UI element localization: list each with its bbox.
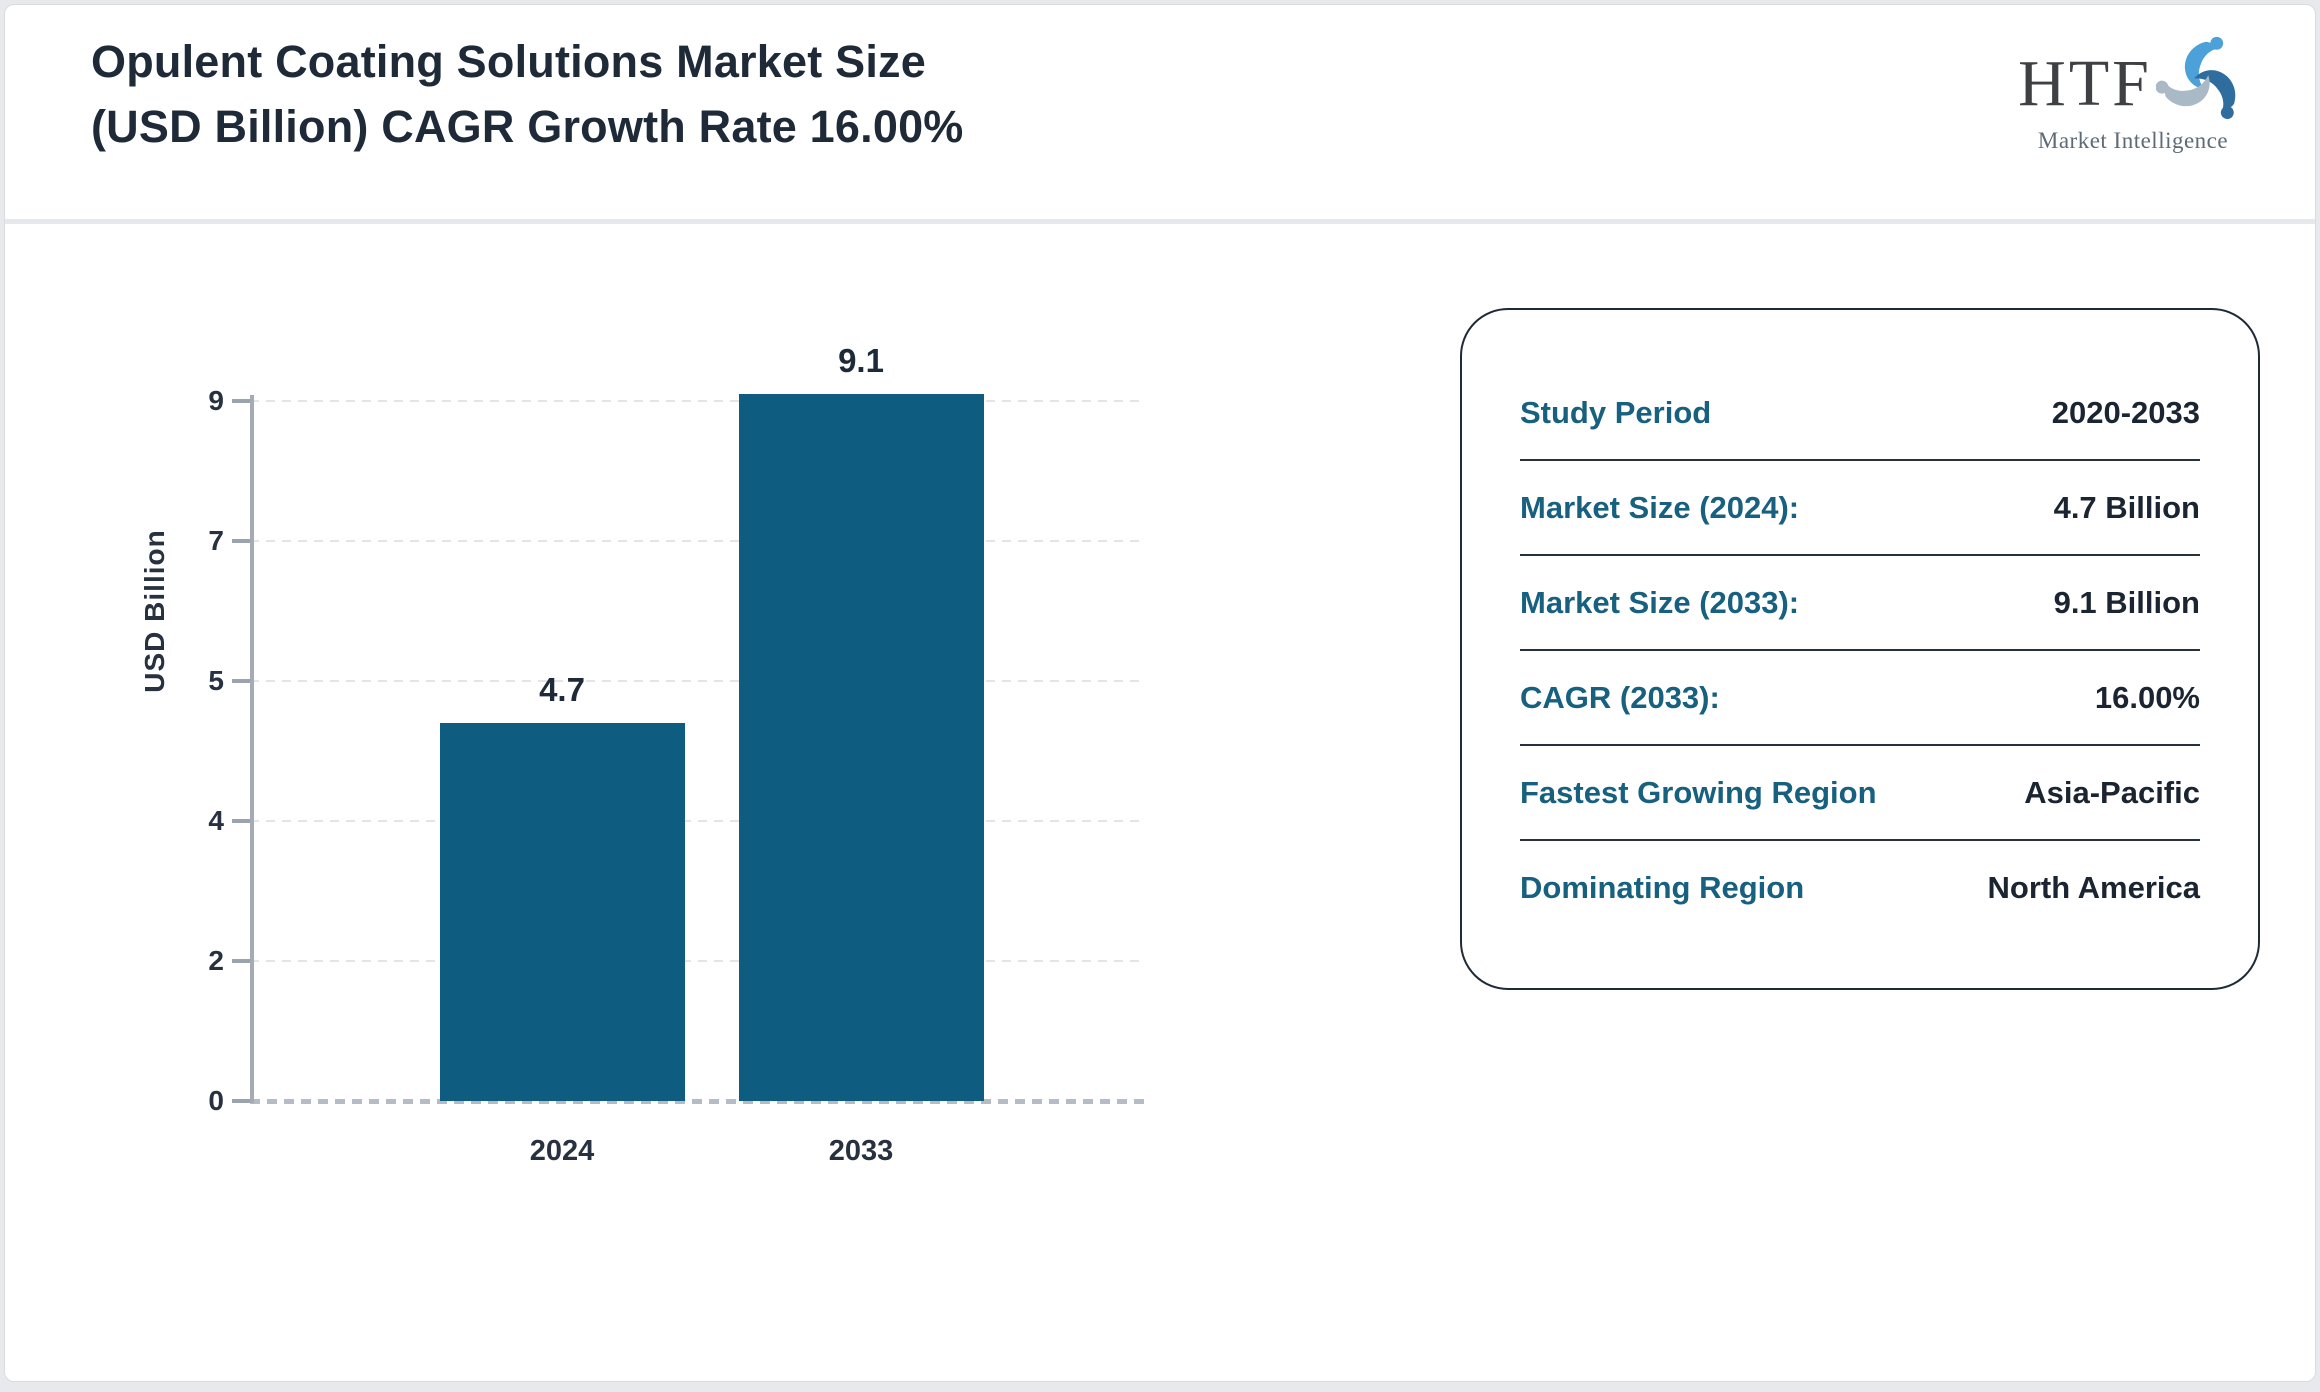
y-axis-title: USD Billion xyxy=(139,529,170,693)
panel-row-label: Dominating Region xyxy=(1520,869,1805,905)
y-tick-mark xyxy=(232,959,250,963)
y-tick-label: 5 xyxy=(208,665,224,696)
gridline-y2 xyxy=(250,960,1145,962)
gridline-y7 xyxy=(250,540,1145,542)
panel-row-value: North America xyxy=(1987,869,2200,905)
y-tick-mark xyxy=(232,819,250,823)
panel-row: Study Period 2020-2033 xyxy=(1520,366,2200,461)
panel-row-value: 4.7 Billion xyxy=(2053,489,2200,525)
panel-row: Fastest Growing Region Asia-Pacific xyxy=(1520,746,2200,841)
y-tick-mark xyxy=(232,1099,250,1103)
bar-2033 xyxy=(738,394,984,1101)
panel-row-value: Asia-Pacific xyxy=(2024,774,2200,810)
y-tick-label: 4 xyxy=(208,805,224,836)
panel-row-value: 9.1 Billion xyxy=(2053,584,2200,620)
content-card: Opulent Coating Solutions Market Size (U… xyxy=(4,4,2316,1382)
x-axis-baseline xyxy=(250,1099,1145,1104)
page-title: Opulent Coating Solutions Market Size (U… xyxy=(91,36,964,152)
summary-panel: Study Period 2020-2033 Market Size (2024):… xyxy=(1460,308,2260,990)
panel-row-label: Market Size (2024): xyxy=(1520,489,1800,525)
panel-row-value: 2020-2033 xyxy=(2051,394,2200,430)
x-tick-label: 2024 xyxy=(529,1135,595,1167)
htf-logo: HTF Market Intelligence xyxy=(2003,35,2263,154)
bar-value-label: 9.1 xyxy=(838,342,884,379)
panel-row-label: Fastest Growing Region xyxy=(1520,774,1877,810)
y-tick-mark xyxy=(232,679,250,683)
logo-subtitle: Market Intelligence xyxy=(2037,128,2229,153)
bar-value-label: 4.7 xyxy=(539,671,585,708)
y-tick-label: 7 xyxy=(208,525,224,556)
y-tick-mark xyxy=(232,539,250,543)
y-tick-mark xyxy=(232,399,250,403)
gridline-y5 xyxy=(250,680,1145,682)
logo-swirl-icon xyxy=(2155,35,2248,132)
panel-row: Dominating Region North America xyxy=(1520,841,2200,934)
panel-row: CAGR (2033): 16.00% xyxy=(1520,651,2200,746)
bar-2024 xyxy=(439,723,685,1101)
panel-row-label: CAGR (2033): xyxy=(1520,679,1720,715)
x-tick-label: 2033 xyxy=(828,1135,894,1167)
panel-row-label: Study Period xyxy=(1520,394,1712,430)
panel-row-label: Market Size (2033): xyxy=(1520,584,1800,620)
y-tick-label: 0 xyxy=(208,1085,224,1116)
bar-chart: 0 2 4 5 7 9 USD Billion 4.7 2024 9.1 2033 xyxy=(5,5,2315,1381)
panel-row-value: 16.00% xyxy=(2094,679,2200,715)
panel-row: Market Size (2033): 9.1 Billion xyxy=(1520,556,2200,651)
y-tick-label: 2 xyxy=(208,945,224,976)
y-tick-label: 9 xyxy=(208,385,224,416)
gridline-y4 xyxy=(250,820,1145,822)
logo-text: HTF xyxy=(2018,46,2152,120)
header-divider xyxy=(5,219,2315,224)
y-axis-line xyxy=(250,395,254,1103)
gridline-y9 xyxy=(250,400,1145,402)
panel-row: Market Size (2024): 4.7 Billion xyxy=(1520,461,2200,556)
